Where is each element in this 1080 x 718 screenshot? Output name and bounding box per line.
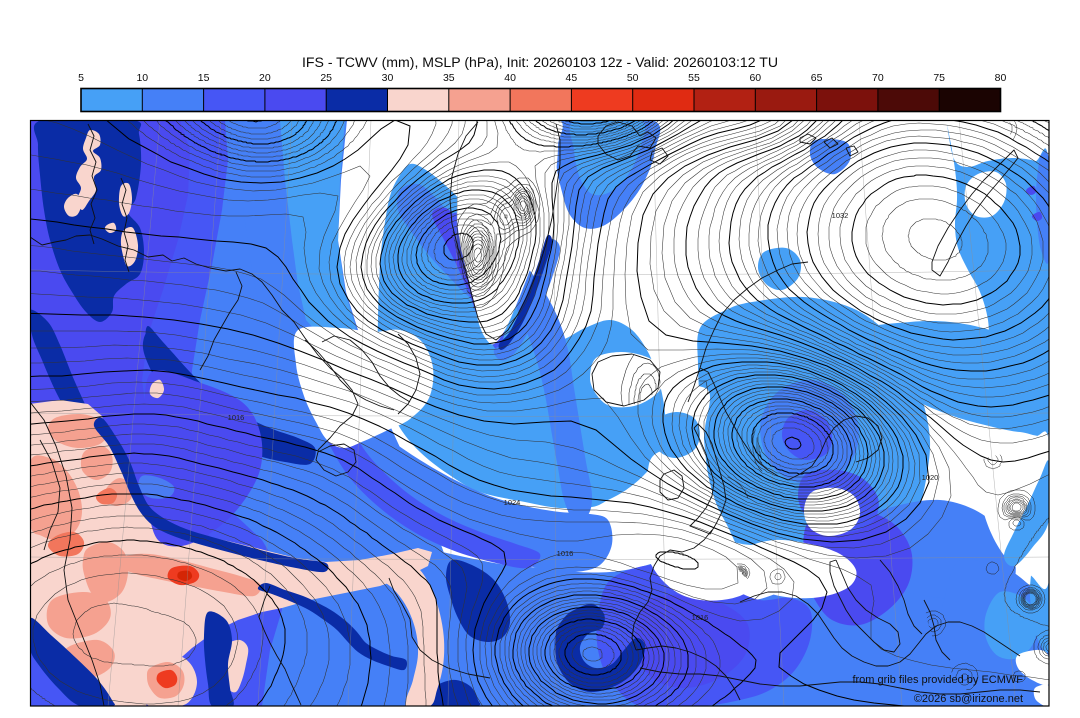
svg-text:15: 15 [198, 72, 210, 84]
svg-text:80: 80 [995, 72, 1007, 84]
svg-text:IFS - TCWV (mm), MSLP (hPa), I: IFS - TCWV (mm), MSLP (hPa), Init: 20260… [302, 54, 778, 70]
svg-text:5: 5 [78, 72, 84, 84]
svg-text:50: 50 [627, 72, 639, 84]
svg-text:1016: 1016 [692, 613, 709, 622]
svg-text:60: 60 [749, 72, 761, 84]
svg-text:1020: 1020 [922, 473, 939, 482]
svg-text:35: 35 [443, 72, 455, 84]
svg-text:1016: 1016 [228, 413, 245, 422]
svg-text:65: 65 [811, 72, 823, 84]
svg-text:75: 75 [933, 72, 945, 84]
svg-text:©2026 sb@irizone.net: ©2026 sb@irizone.net [914, 693, 1023, 705]
svg-text:70: 70 [872, 72, 884, 84]
svg-text:25: 25 [320, 72, 332, 84]
svg-text:55: 55 [688, 72, 700, 84]
svg-text:1016: 1016 [557, 549, 574, 558]
svg-text:1032: 1032 [832, 211, 849, 220]
svg-text:from grib files provided by EC: from grib files provided by ECMWF [852, 674, 1023, 686]
svg-text:1024: 1024 [504, 498, 521, 507]
svg-text:40: 40 [504, 72, 516, 84]
svg-text:30: 30 [382, 72, 394, 84]
svg-text:10: 10 [136, 72, 148, 84]
svg-text:20: 20 [259, 72, 271, 84]
svg-text:45: 45 [566, 72, 578, 84]
